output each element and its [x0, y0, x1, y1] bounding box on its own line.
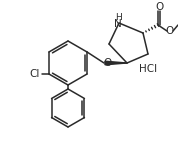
Text: O: O	[155, 2, 163, 12]
Text: Cl: Cl	[30, 69, 40, 79]
Text: HCl: HCl	[139, 64, 157, 74]
Text: O: O	[103, 58, 111, 68]
Text: H: H	[115, 14, 121, 23]
Polygon shape	[105, 61, 127, 65]
Text: N: N	[114, 19, 122, 29]
Text: O: O	[166, 26, 174, 36]
